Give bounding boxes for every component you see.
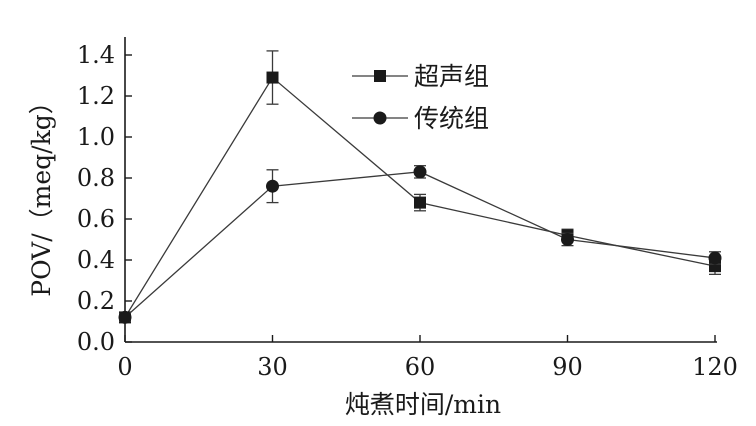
x-tick-label: 90 — [552, 353, 583, 381]
data-point — [708, 251, 722, 265]
data-point — [118, 310, 132, 324]
series-2 — [118, 165, 722, 324]
y-tick-label: 0.0 — [77, 328, 115, 356]
data-point — [561, 233, 574, 246]
data-point — [266, 71, 279, 84]
data-point — [414, 196, 426, 209]
series-group — [118, 50, 722, 324]
x-axis-title: 炖煮时间/min — [345, 390, 501, 419]
x-tick-label: 30 — [257, 353, 288, 381]
x-tick-label: 60 — [405, 353, 436, 381]
y-tick-label: 1.2 — [77, 82, 115, 110]
data-point — [266, 179, 279, 193]
series-1 — [119, 50, 721, 324]
y-axis-title: POV/（meq/kg） — [27, 89, 56, 296]
legend-item: 超声组 — [352, 62, 489, 91]
legend-item: 传统组 — [352, 104, 489, 133]
legend-label: 传统组 — [414, 104, 489, 133]
x-tick-label: 0 — [117, 353, 132, 381]
series-line — [124, 171, 716, 318]
y-tick-label: 1.4 — [77, 41, 115, 69]
axes: 0.0 0.2 0.4 0.6 0.8 1.0 1.2 1.4 0 30 60 90 120 — [77, 37, 738, 381]
legend-marker — [373, 111, 387, 125]
y-tick-label: 0.8 — [77, 164, 115, 192]
x-tick-label: 120 — [692, 353, 738, 381]
y-tick-label: 1.0 — [77, 123, 115, 151]
data-point — [413, 165, 427, 179]
legend-marker — [374, 70, 386, 82]
y-tick-label: 0.2 — [77, 287, 115, 315]
y-tick-label: 0.6 — [77, 205, 115, 233]
legend-label: 超声组 — [414, 62, 489, 91]
y-tick-label: 0.4 — [77, 246, 115, 274]
